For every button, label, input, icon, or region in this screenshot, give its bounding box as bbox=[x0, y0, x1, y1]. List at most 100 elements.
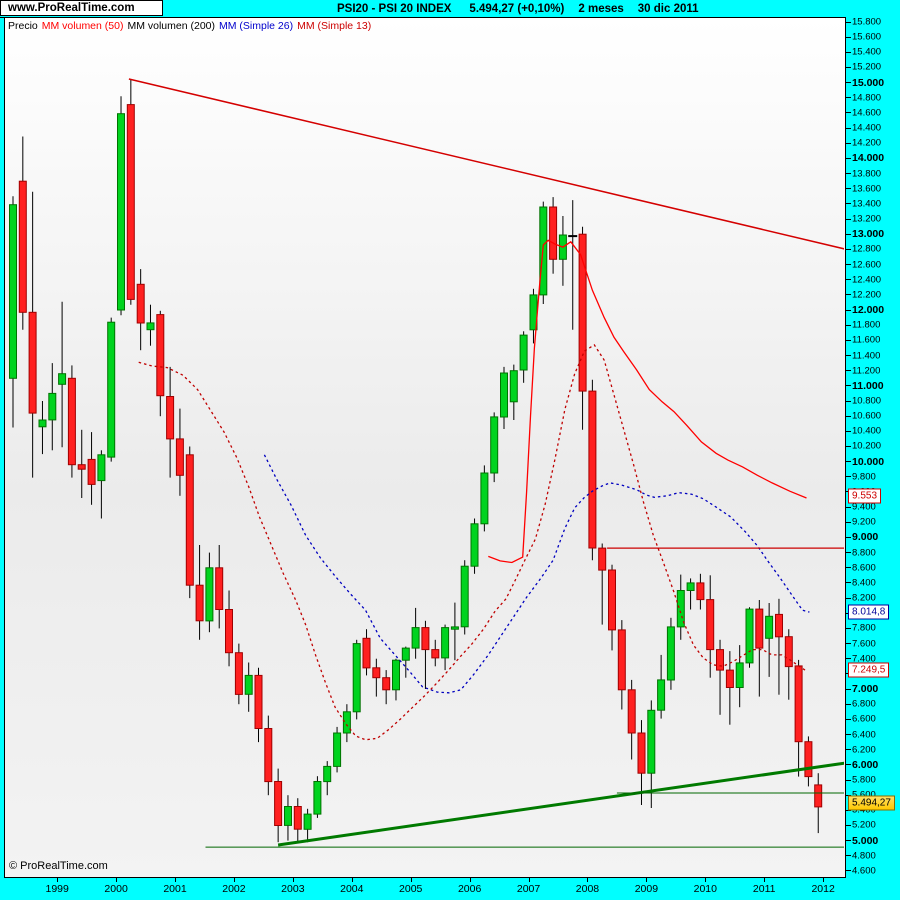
x-axis-tick bbox=[587, 878, 589, 882]
x-axis-tick bbox=[705, 878, 707, 882]
y-axis-label: 9.000 bbox=[852, 531, 879, 544]
y-axis-tick bbox=[846, 339, 851, 341]
y-axis-label: 13.800 bbox=[852, 168, 882, 180]
y-axis-label: 11.200 bbox=[852, 365, 881, 377]
y-axis-tick bbox=[846, 521, 851, 523]
y-axis-label: 12.400 bbox=[852, 274, 882, 286]
y-axis-tick bbox=[846, 688, 851, 690]
y-axis-label: 13.200 bbox=[852, 213, 882, 225]
legend-item-mm-simple-26-[interactable]: MM (Simple 26) bbox=[219, 20, 294, 32]
y-axis-label: 15.600 bbox=[852, 31, 882, 43]
y-axis-tick bbox=[846, 430, 851, 432]
chart-title: PSI20 - PSI 20 INDEX 5.494,27 (+0,10%) 2… bbox=[337, 0, 713, 17]
y-axis-label: 7.000 bbox=[852, 683, 879, 696]
price-axis[interactable]: 4.6004.8005.0005.2005.4005.6005.8006.000… bbox=[846, 17, 900, 878]
y-axis-tick bbox=[846, 173, 851, 175]
y-axis-tick bbox=[846, 445, 851, 447]
price-label-red: 9.553 bbox=[848, 488, 882, 504]
y-axis-tick bbox=[846, 415, 851, 417]
x-axis-label-2001: 2001 bbox=[163, 883, 187, 895]
y-axis-tick bbox=[846, 248, 851, 250]
legend-item-mm-volumen-50-[interactable]: MM volumen (50) bbox=[41, 20, 124, 32]
price-label-last: 5.494,27 bbox=[848, 795, 895, 811]
y-axis-tick bbox=[846, 82, 851, 84]
y-axis-label: 10.200 bbox=[852, 440, 882, 452]
brand-link[interactable]: www.ProRealTime.com bbox=[8, 2, 135, 14]
y-axis-label: 9.200 bbox=[852, 516, 876, 528]
x-axis-tick bbox=[469, 878, 471, 882]
y-axis-tick bbox=[846, 764, 851, 766]
x-axis-label-2009: 2009 bbox=[634, 883, 659, 895]
x-axis-tick bbox=[175, 878, 177, 882]
y-axis-tick bbox=[846, 142, 851, 144]
y-axis-label: 6.800 bbox=[852, 698, 876, 710]
x-axis-tick bbox=[57, 878, 59, 882]
candles-layer bbox=[9, 79, 823, 843]
y-axis-label: 13.600 bbox=[852, 183, 882, 195]
y-axis-tick bbox=[846, 536, 851, 538]
brand-box[interactable]: www.ProRealTime.com bbox=[0, 0, 163, 16]
y-axis-tick bbox=[846, 734, 851, 736]
y-axis-tick bbox=[846, 400, 851, 402]
y-axis-tick bbox=[846, 552, 851, 554]
y-axis-tick bbox=[846, 703, 851, 705]
x-axis-label-2012: 2012 bbox=[811, 883, 835, 895]
y-axis-label: 10.600 bbox=[852, 410, 882, 422]
legend-item-precio[interactable]: Precio bbox=[8, 20, 38, 32]
plot-area[interactable] bbox=[4, 17, 846, 878]
x-axis-tick bbox=[410, 878, 412, 882]
price-label-red: 7.249,5 bbox=[848, 662, 890, 678]
y-axis-label: 13.000 bbox=[852, 228, 885, 241]
x-axis-tick bbox=[233, 878, 235, 882]
time-axis[interactable]: 1999 2000 2001 2002 2003 2004 2005 2006 2007 2008… bbox=[0, 878, 900, 900]
y-axis-label: 8.400 bbox=[852, 577, 876, 589]
legend-item-mm-simple-13-[interactable]: MM (Simple 13) bbox=[297, 20, 372, 32]
y-axis-tick bbox=[846, 66, 851, 68]
y-axis-tick bbox=[846, 582, 851, 584]
y-axis-label: 9.400 bbox=[852, 501, 876, 513]
y-axis-tick bbox=[846, 188, 851, 190]
y-axis-label: 7.400 bbox=[852, 653, 876, 665]
y-axis-label: 9.800 bbox=[852, 471, 876, 483]
y-axis-label: 6.400 bbox=[852, 729, 876, 741]
x-axis-label-2006: 2006 bbox=[457, 883, 482, 895]
x-axis-label-2005: 2005 bbox=[399, 883, 423, 895]
x-axis-label-2003: 2003 bbox=[281, 883, 305, 895]
y-axis-tick bbox=[846, 21, 851, 23]
y-axis-tick bbox=[846, 718, 851, 720]
y-axis-label: 12.200 bbox=[852, 289, 882, 301]
y-axis-tick bbox=[846, 218, 851, 220]
support-trendline bbox=[277, 761, 844, 847]
y-axis-tick bbox=[846, 855, 851, 857]
y-axis-tick bbox=[846, 370, 851, 372]
y-axis-tick bbox=[846, 233, 851, 235]
y-axis-label: 11.000 bbox=[852, 379, 884, 392]
x-axis-label-2008: 2008 bbox=[575, 883, 600, 895]
y-axis-tick bbox=[846, 461, 851, 463]
y-axis-tick bbox=[846, 279, 851, 281]
indicator-legend: Precio MM volumen (50) MM volumen (200) MM … bbox=[8, 20, 375, 32]
x-axis-tick bbox=[646, 878, 648, 882]
y-axis-tick bbox=[846, 157, 851, 159]
y-axis-tick bbox=[846, 127, 851, 129]
x-axis-label-2011: 2011 bbox=[752, 883, 776, 895]
y-axis-tick bbox=[846, 112, 851, 114]
x-axis-tick bbox=[116, 878, 118, 882]
y-axis-label: 10.800 bbox=[852, 395, 882, 407]
y-axis-label: 8.800 bbox=[852, 547, 876, 559]
y-axis-tick bbox=[846, 264, 851, 266]
ma-mm-simple-13- bbox=[138, 344, 808, 741]
y-axis-tick bbox=[846, 824, 851, 826]
y-axis-tick bbox=[846, 794, 851, 796]
y-axis-label: 5.800 bbox=[852, 774, 876, 786]
x-axis-label-2002: 2002 bbox=[222, 883, 246, 895]
y-axis-tick bbox=[846, 324, 851, 326]
y-axis-label: 10.400 bbox=[852, 425, 882, 437]
y-axis-tick bbox=[846, 567, 851, 569]
legend-item-mm-volumen-200-[interactable]: MM volumen (200) bbox=[127, 20, 215, 32]
y-axis-label: 7.800 bbox=[852, 622, 876, 634]
y-axis-label: 14.800 bbox=[852, 92, 882, 104]
y-axis-tick bbox=[846, 643, 851, 645]
